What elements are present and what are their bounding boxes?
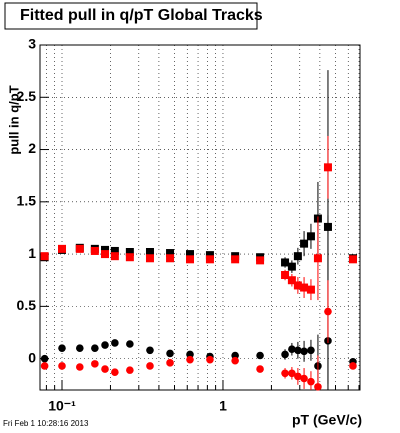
marker (300, 283, 309, 292)
marker (281, 369, 289, 378)
title-box (4, 2, 258, 30)
marker (58, 362, 66, 370)
y-tick-label: 1.5 (17, 193, 37, 209)
marker (125, 253, 134, 262)
marker (166, 249, 175, 258)
marker (287, 262, 296, 271)
marker (256, 351, 264, 360)
marker (300, 239, 309, 248)
marker (145, 248, 154, 256)
marker (307, 377, 315, 386)
marker (307, 346, 315, 355)
marker (40, 354, 49, 363)
chart-title: Fitted pull in q/pT Global Tracks (20, 7, 263, 24)
marker (231, 351, 239, 360)
marker (58, 244, 67, 253)
marker (323, 163, 332, 172)
marker (40, 362, 49, 370)
marker (111, 368, 119, 377)
marker (293, 252, 302, 261)
marker (306, 285, 315, 294)
marker (90, 246, 99, 255)
marker (76, 344, 84, 352)
marker (101, 250, 110, 259)
marker (91, 360, 99, 368)
marker (58, 344, 66, 352)
marker (186, 350, 194, 359)
marker (231, 255, 240, 264)
marker (281, 258, 290, 267)
marker (146, 346, 154, 355)
marker (101, 365, 109, 373)
marker (324, 307, 332, 316)
marker (300, 347, 308, 356)
marker (166, 349, 174, 358)
marker (110, 252, 119, 261)
marker (101, 341, 109, 349)
footer: Fri Feb 1 10:28:16 2013 (3, 419, 89, 428)
marker (348, 255, 357, 264)
y-tick-label: 2.5 (17, 88, 37, 104)
marker (288, 369, 296, 378)
marker (166, 359, 174, 367)
marker (256, 256, 265, 265)
marker (349, 362, 357, 370)
marker (205, 251, 214, 260)
x-axis-label: pT (GeV/c) (292, 412, 362, 428)
marker (205, 255, 214, 264)
marker (186, 255, 195, 264)
marker (101, 245, 110, 254)
marker (313, 254, 322, 263)
marker (166, 254, 175, 263)
marker (293, 281, 302, 290)
marker (231, 356, 239, 365)
marker (306, 232, 315, 241)
marker (125, 248, 134, 256)
marker (186, 355, 194, 364)
marker (294, 346, 302, 355)
marker (186, 250, 195, 259)
marker (206, 355, 214, 364)
marker (300, 374, 308, 383)
marker (75, 244, 84, 253)
marker (145, 254, 154, 263)
y-tick-label: 3 (28, 36, 36, 52)
y-tick-label: 0 (28, 349, 36, 365)
marker (91, 344, 99, 352)
marker (126, 366, 134, 374)
marker (111, 339, 119, 347)
marker (146, 362, 154, 370)
marker (256, 365, 264, 373)
marker (40, 252, 49, 261)
y-tick-label: 1 (28, 245, 36, 261)
marker (281, 271, 290, 279)
marker (314, 383, 322, 391)
marker (281, 350, 289, 359)
marker (110, 246, 119, 255)
y-axis-label: pull in q/pT (6, 85, 21, 154)
marker (294, 372, 302, 381)
y-tick-label: 0.5 (17, 297, 37, 313)
plot-frame (39, 44, 361, 391)
x-tick-label: 10⁻¹ (48, 398, 76, 414)
x-tick-label: 1 (219, 398, 227, 414)
marker (76, 363, 84, 371)
marker (287, 276, 296, 285)
y-tick-label: 2 (28, 140, 36, 156)
marker (126, 340, 134, 348)
marker (288, 345, 296, 354)
